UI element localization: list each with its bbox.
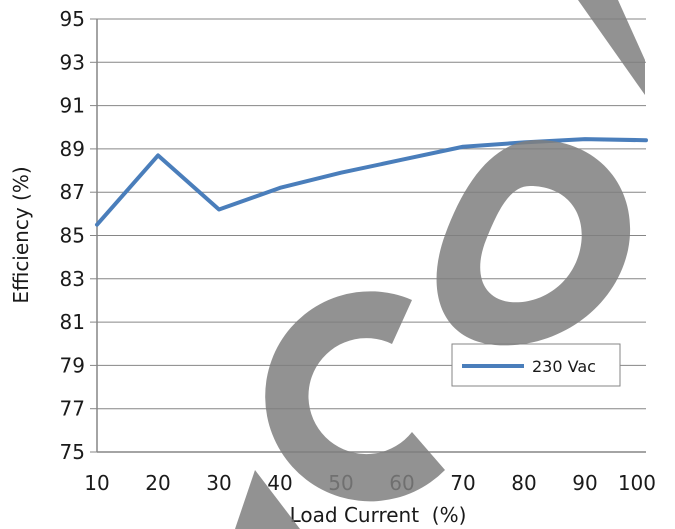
y-tick-label: 75 [60,440,85,464]
y-tick-label: 95 [60,7,85,31]
legend-label: 230 Vac [532,357,596,376]
watermark-letter-c [265,291,445,502]
x-tick-label: 90 [572,471,597,495]
watermark-letter-n [578,0,645,95]
y-tick-label: 87 [60,180,85,204]
watermark-letter-o [436,140,631,346]
x-tick-label: 40 [267,471,292,495]
x-axis-title: Load Current (%) [290,503,467,527]
y-tick-label: 79 [60,353,85,377]
y-tick-label: 93 [60,50,85,74]
x-tick-label: 80 [511,471,536,495]
legend: 230 Vac [451,343,621,387]
series-lines [95,137,648,227]
y-tick-label: 89 [60,137,85,161]
x-tick-label: 30 [206,471,231,495]
grid-lines [90,18,646,453]
x-tick-label: 20 [145,471,170,495]
watermark-letter-s [235,470,300,529]
y-tick-labels: 75 77 79 81 83 85 87 89 91 93 95 [60,7,85,464]
y-tick-label: 83 [60,267,85,291]
x-tick-label: 100 [618,471,656,495]
y-axis-title: Efficiency (%) [9,166,33,303]
x-tick-label: 10 [84,471,109,495]
x-tick-label: 70 [450,471,475,495]
y-tick-label: 85 [60,224,85,248]
y-tick-label: 81 [60,310,85,334]
y-tick-label: 91 [60,94,85,118]
y-tick-label: 77 [60,397,85,421]
series-line-0 [95,137,648,227]
watermark-logo [235,0,645,529]
